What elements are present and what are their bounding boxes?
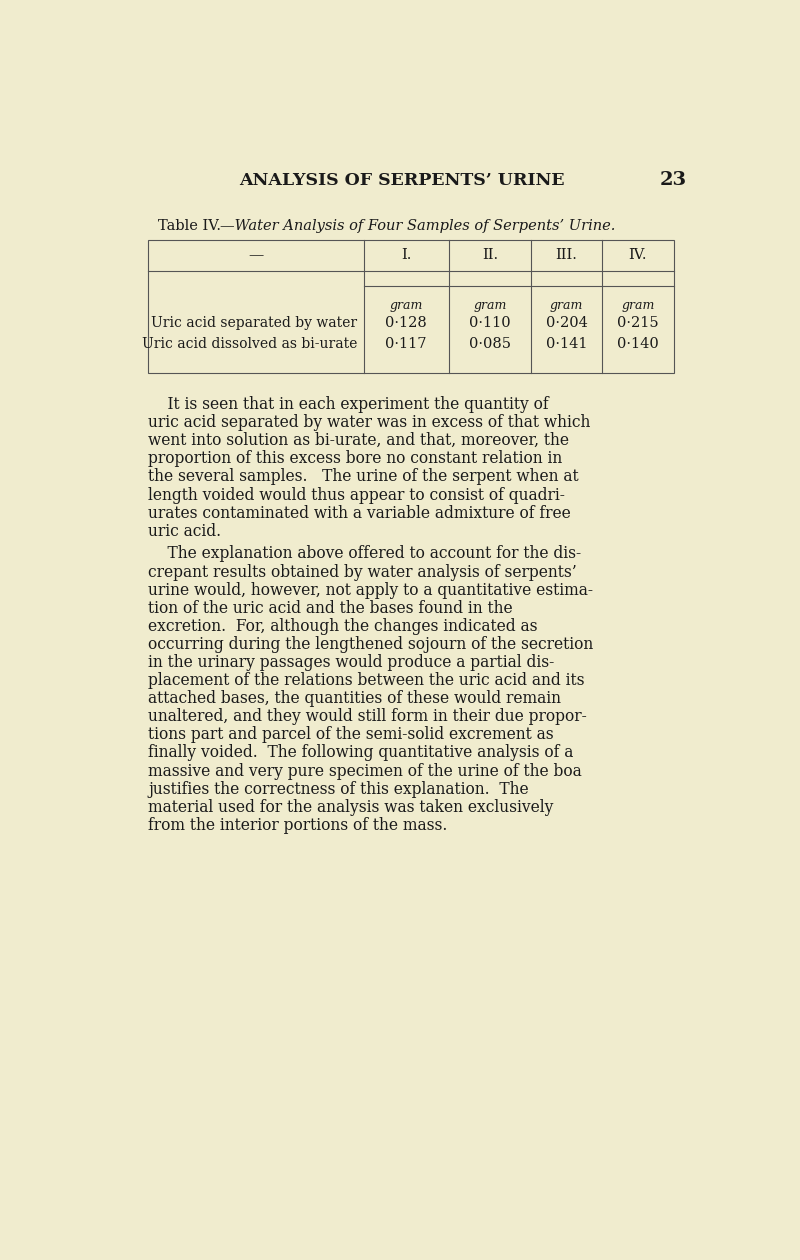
Text: 0·085: 0·085 (469, 336, 511, 350)
Text: urates contaminated with a variable admixture of free: urates contaminated with a variable admi… (148, 504, 570, 522)
Text: —: — (248, 248, 263, 262)
Text: I.: I. (401, 248, 411, 262)
Text: The explanation above offered to account for the dis-: The explanation above offered to account… (148, 546, 581, 562)
Text: went into solution as bi-urate, and that, moreover, the: went into solution as bi-urate, and that… (148, 432, 569, 450)
Text: It is seen that in each experiment the quantity of: It is seen that in each experiment the q… (148, 396, 549, 413)
Text: 0·140: 0·140 (617, 336, 658, 350)
Text: proportion of this excess bore no constant relation in: proportion of this excess bore no consta… (148, 450, 562, 467)
Bar (148, 239, 674, 373)
Text: excretion.  For, although the changes indicated as: excretion. For, although the changes ind… (148, 617, 538, 635)
Text: uric acid separated by water was in excess of that which: uric acid separated by water was in exce… (148, 415, 590, 431)
Text: ANALYSIS OF SERPENTS’ URINE: ANALYSIS OF SERPENTS’ URINE (239, 171, 565, 189)
Text: placement of the relations between the uric acid and its: placement of the relations between the u… (148, 672, 585, 689)
Text: 0·117: 0·117 (386, 336, 427, 350)
Text: uric acid.: uric acid. (148, 523, 221, 539)
Text: tion of the uric acid and the bases found in the: tion of the uric acid and the bases foun… (148, 600, 513, 616)
Text: 0·141: 0·141 (546, 336, 587, 350)
Text: gram: gram (550, 299, 583, 311)
Text: 0·204: 0·204 (546, 316, 587, 330)
Text: length voided would thus appear to consist of quadri-: length voided would thus appear to consi… (148, 486, 565, 504)
Text: gram: gram (621, 299, 654, 311)
Text: Uric acid separated by water: Uric acid separated by water (151, 316, 358, 330)
Text: attached bases, the quantities of these would remain: attached bases, the quantities of these … (148, 690, 561, 707)
Text: II.: II. (482, 248, 498, 262)
Text: —Water Analysis of Four Samples of Serpents’ Urine.: —Water Analysis of Four Samples of Serpe… (220, 219, 615, 233)
Text: finally voided.  The following quantitative analysis of a: finally voided. The following quantitati… (148, 745, 574, 761)
Text: 0·128: 0·128 (386, 316, 427, 330)
Text: III.: III. (556, 248, 578, 262)
Text: justifies the correctness of this explanation.  The: justifies the correctness of this explan… (148, 781, 529, 798)
Text: urine would, however, not apply to a quantitative estima-: urine would, however, not apply to a qua… (148, 582, 593, 598)
Text: the several samples.   The urine of the serpent when at: the several samples. The urine of the se… (148, 469, 578, 485)
Text: occurring during the lengthened sojourn of the secretion: occurring during the lengthened sojourn … (148, 636, 594, 653)
Text: in the urinary passages would produce a partial dis-: in the urinary passages would produce a … (148, 654, 554, 672)
Text: 23: 23 (660, 171, 687, 189)
Text: Uric acid dissolved as bi-urate: Uric acid dissolved as bi-urate (142, 336, 358, 350)
Text: massive and very pure specimen of the urine of the boa: massive and very pure specimen of the ur… (148, 762, 582, 780)
Text: from the interior portions of the mass.: from the interior portions of the mass. (148, 816, 447, 834)
Text: unaltered, and they would still form in their due propor-: unaltered, and they would still form in … (148, 708, 586, 726)
Text: gram: gram (390, 299, 423, 311)
Text: crepant results obtained by water analysis of serpents’: crepant results obtained by water analys… (148, 563, 577, 581)
Text: Table IV.: Table IV. (158, 219, 221, 233)
Text: 0·110: 0·110 (469, 316, 510, 330)
Text: gram: gram (473, 299, 506, 311)
Text: IV.: IV. (629, 248, 647, 262)
Text: material used for the analysis was taken exclusively: material used for the analysis was taken… (148, 799, 554, 815)
Text: tions part and parcel of the semi-solid excrement as: tions part and parcel of the semi-solid … (148, 726, 554, 743)
Text: 0·215: 0·215 (617, 316, 658, 330)
